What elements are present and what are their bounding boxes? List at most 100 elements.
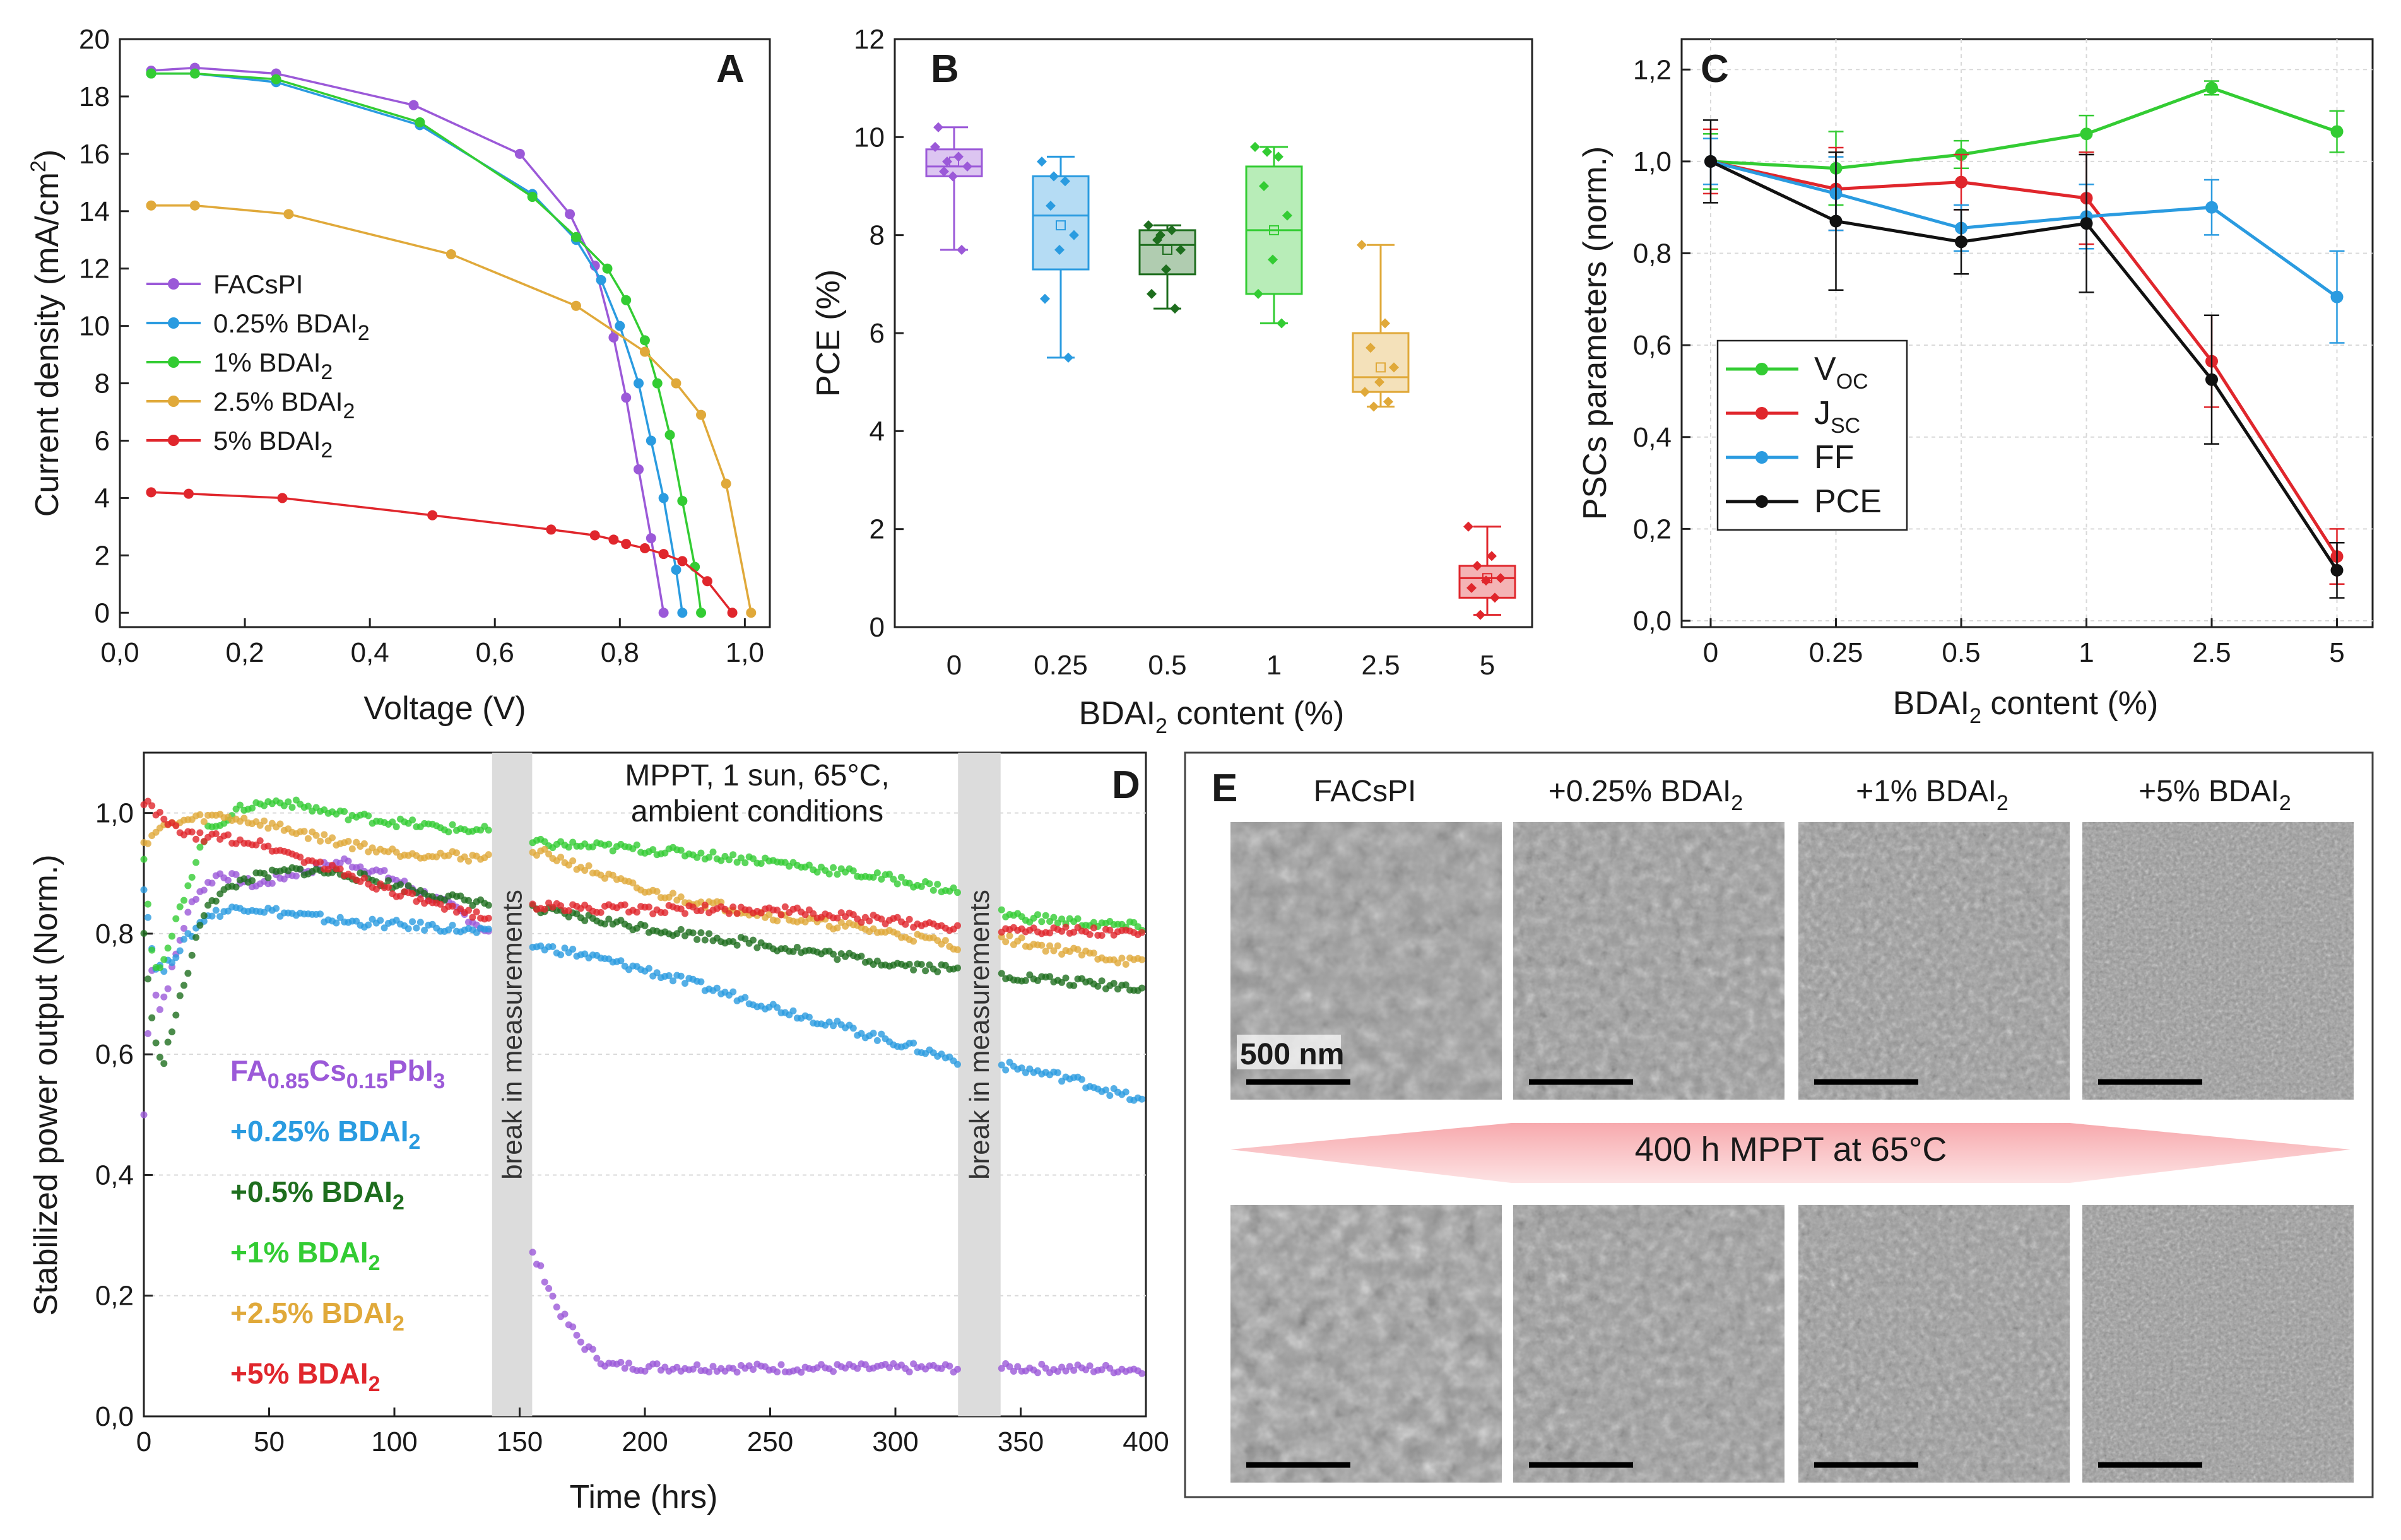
mppt-point <box>144 840 151 847</box>
x-tick-label: 400 <box>1123 1426 1169 1457</box>
mppt-point <box>192 859 200 866</box>
data-point <box>1374 377 1384 387</box>
mppt-point <box>285 798 292 806</box>
mppt-point <box>196 922 204 929</box>
mppt-point <box>1006 932 1013 939</box>
jv-point <box>514 148 525 159</box>
mppt-point <box>1054 1069 1061 1076</box>
jv-point <box>183 488 194 499</box>
jv-point <box>408 100 419 110</box>
mppt-point <box>705 930 713 938</box>
y-tick-label: 18 <box>79 81 110 112</box>
mppt-point <box>409 890 416 897</box>
mppt-point <box>1050 947 1058 955</box>
mppt-point <box>1042 948 1049 955</box>
mppt-point <box>1098 932 1106 939</box>
mppt-point <box>240 814 248 822</box>
sem-column-title: FACsPI <box>1314 775 1417 808</box>
mppt-point <box>902 920 909 928</box>
mppt-point <box>681 980 688 987</box>
mppt-point <box>249 804 256 812</box>
jv-point <box>658 549 669 560</box>
param-line <box>1709 160 2339 572</box>
mppt-point <box>805 1013 813 1021</box>
mppt-point <box>805 861 813 869</box>
mppt-point <box>312 832 320 839</box>
mppt-point <box>910 1039 917 1047</box>
mppt-point <box>1070 982 1078 989</box>
mppt-point <box>873 1037 881 1044</box>
mppt-point <box>661 909 669 917</box>
y-tick-label: 14 <box>79 196 110 227</box>
mppt-point <box>1138 1095 1146 1103</box>
mppt-point <box>348 845 356 852</box>
legend-label: +1% BDAI2 <box>230 1236 381 1275</box>
mppt-point <box>329 834 336 842</box>
panel-c-ticks: 0,0 0,2 0,4 0,6 0,8 1,0 1,2 0 0.25 0.5 1 2.5 5 <box>1633 54 2345 668</box>
mppt-point <box>1038 918 1046 926</box>
panel-e-content: FACsPI +0.25% BDAI2 +1% BDAI2 +5% BDAI2 500 … <box>1230 775 2354 1483</box>
mppt-point <box>421 927 428 934</box>
break-band <box>492 753 533 1416</box>
jv-point <box>702 576 712 587</box>
mppt-point <box>200 912 208 919</box>
mppt-point <box>1034 911 1041 919</box>
mppt-point <box>485 914 492 922</box>
mppt-point <box>609 847 616 855</box>
legend-label: FA0.85Cs0.15PbI3 <box>230 1054 445 1093</box>
mppt-point <box>140 1111 148 1119</box>
panel-d-series <box>140 796 1146 1377</box>
panel-d-legend: FA0.85Cs0.15PbI3 +0.25% BDAI2 +0.5% BDAI2 +… <box>230 1054 445 1396</box>
mppt-point <box>256 821 264 829</box>
mppt-point <box>653 969 661 977</box>
panel-b: 0 2 4 6 8 10 12 0 0.25 0.5 1 2.5 5 B BDAI2 content (… <box>810 24 1533 738</box>
mppt-point <box>212 830 220 837</box>
mppt-point <box>465 896 472 904</box>
y-tick-label: 6 <box>870 318 885 349</box>
y-tick-label: 0,8 <box>1633 238 1672 269</box>
data-point <box>1037 156 1047 167</box>
x-tick-label: 0,4 <box>351 637 389 668</box>
legend-label: VOC <box>1814 351 1868 394</box>
jv-point <box>277 493 288 503</box>
mppt-point <box>589 1346 596 1353</box>
mppt-point <box>321 831 328 838</box>
mppt-point <box>156 964 163 972</box>
mppt-point <box>922 967 929 975</box>
x-tick-label: 100 <box>371 1426 417 1457</box>
mppt-point <box>188 874 196 881</box>
param-point <box>2330 290 2344 303</box>
y-tick-label: 0 <box>95 597 110 628</box>
mppt-point <box>1106 926 1114 934</box>
x-tick-label: 5 <box>2329 637 2344 668</box>
mppt-point <box>565 843 572 851</box>
panel-c-xlabel: BDAI2 content (%) <box>1893 685 2159 728</box>
mppt-point <box>1014 1363 1022 1370</box>
data-point <box>1040 293 1050 304</box>
jv-curve <box>151 66 665 613</box>
mppt-point <box>549 1292 557 1300</box>
x-tick-label: 0.5 <box>1942 637 1980 668</box>
mppt-point <box>1094 982 1102 990</box>
mppt-point <box>777 1361 785 1368</box>
mppt-point <box>729 988 737 996</box>
mppt-point <box>184 970 192 977</box>
mppt-point <box>273 905 280 912</box>
x-tick-label: 350 <box>998 1426 1044 1457</box>
mppt-point <box>1110 980 1118 987</box>
data-point <box>1463 521 1473 532</box>
mppt-point <box>537 1262 545 1269</box>
jv-point <box>189 200 200 211</box>
jv-point <box>546 524 557 535</box>
mppt-point <box>529 900 536 908</box>
mppt-point <box>200 818 208 825</box>
y-tick-label: 12 <box>79 254 110 285</box>
legend-label: 5% BDAI2 <box>213 426 333 462</box>
mppt-point <box>144 900 151 908</box>
mppt-point <box>208 912 216 920</box>
mppt-point <box>866 917 873 925</box>
panel-e-label: E <box>1212 767 1237 810</box>
mppt-point <box>665 972 673 979</box>
mppt-point <box>1006 1363 1013 1370</box>
mppt-point <box>1114 959 1121 967</box>
